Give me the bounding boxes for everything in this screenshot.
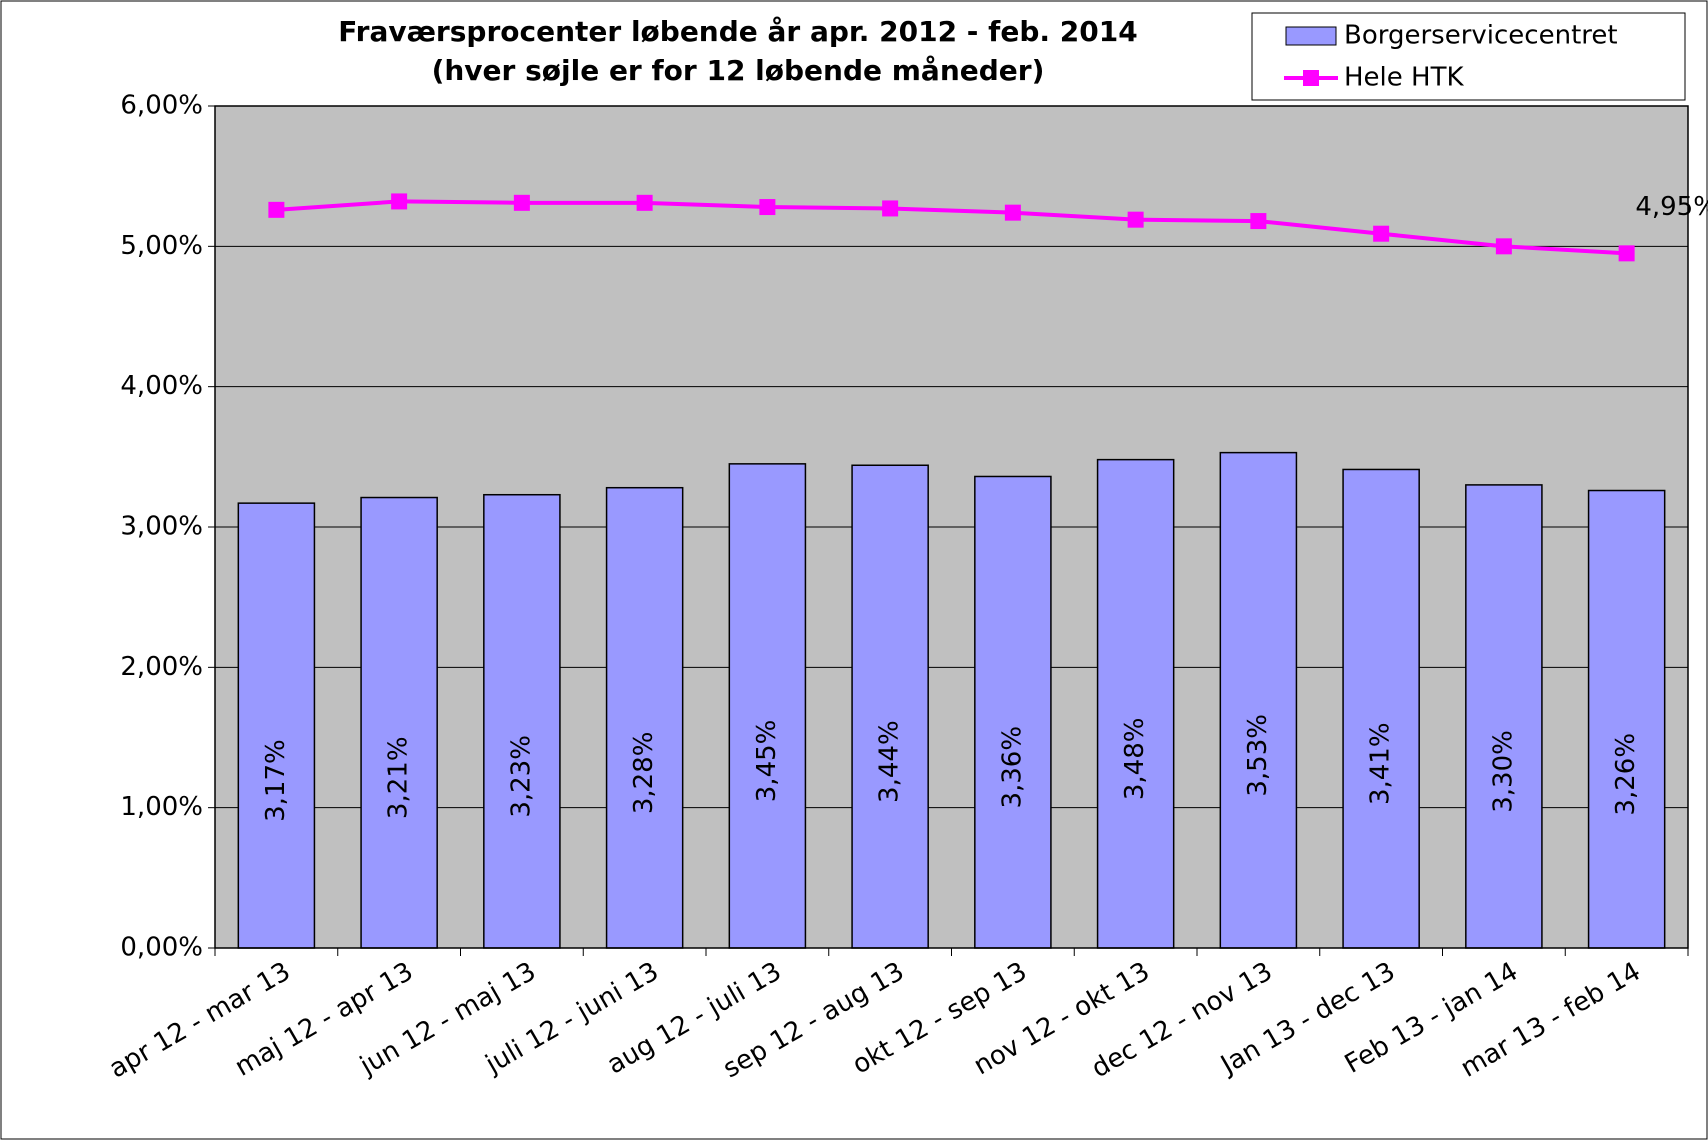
line-value-label: 4,95%	[1635, 192, 1708, 222]
bar-value-label: 3,44%	[875, 720, 905, 803]
bar	[1465, 484, 1543, 949]
bar	[483, 493, 561, 949]
bar-value-label: 3,45%	[752, 720, 782, 803]
line-marker	[513, 194, 530, 211]
legend-marker	[1303, 70, 1319, 86]
y-tick-label: 1,00%	[120, 792, 203, 822]
line-marker	[391, 193, 408, 210]
bar	[605, 486, 684, 949]
chart-title: Fraværsprocenter løbende år apr. 2012 - …	[338, 15, 1137, 48]
bar-value-label: 3,21%	[384, 736, 414, 819]
line-marker	[1618, 245, 1635, 262]
bar-value-label: 3,53%	[1243, 714, 1273, 797]
y-tick-label: 3,00%	[120, 512, 203, 542]
y-tick-label: 4,00%	[120, 371, 203, 401]
y-tick-label: 0,00%	[120, 933, 203, 963]
legend-swatch	[1285, 26, 1337, 46]
line	[276, 199, 1627, 256]
y-tick-label: 2,00%	[120, 652, 203, 682]
legend-label: Hele HTK	[1344, 63, 1464, 93]
bar-value-label: 3,48%	[1120, 718, 1150, 801]
line-marker	[268, 201, 285, 218]
bar	[728, 463, 807, 949]
bar-value-label: 3,23%	[506, 735, 536, 818]
line-marker	[882, 200, 899, 217]
legend-label: Borgerservicecentret	[1344, 21, 1618, 51]
bar	[237, 502, 316, 949]
line-marker	[759, 199, 776, 216]
plot-border	[214, 105, 1689, 949]
bar-value-label: 3,17%	[261, 739, 291, 822]
bar	[1219, 451, 1298, 949]
bar-value-label: 3,28%	[629, 732, 659, 815]
bar	[1342, 468, 1420, 949]
bar	[974, 475, 1052, 949]
line-marker	[1373, 225, 1390, 242]
bar	[1096, 458, 1175, 949]
chart-subtitle: (hver søjle er for 12 løbende måneder)	[432, 54, 1045, 87]
bar-value-label: 3,30%	[1488, 730, 1518, 813]
line-marker	[1004, 204, 1021, 221]
line-marker	[1250, 213, 1267, 230]
bar	[360, 496, 438, 949]
line-marker	[636, 194, 653, 211]
bar	[1587, 489, 1666, 949]
line-marker	[1495, 238, 1512, 255]
bar	[851, 464, 929, 949]
y-tick-label: 6,00%	[120, 91, 203, 121]
bar-value-label: 3,36%	[997, 726, 1027, 809]
bar-value-label: 3,26%	[1611, 733, 1641, 816]
line-marker	[1127, 211, 1144, 228]
bar-value-label: 3,41%	[1366, 722, 1396, 805]
y-tick-label: 5,00%	[120, 231, 203, 261]
